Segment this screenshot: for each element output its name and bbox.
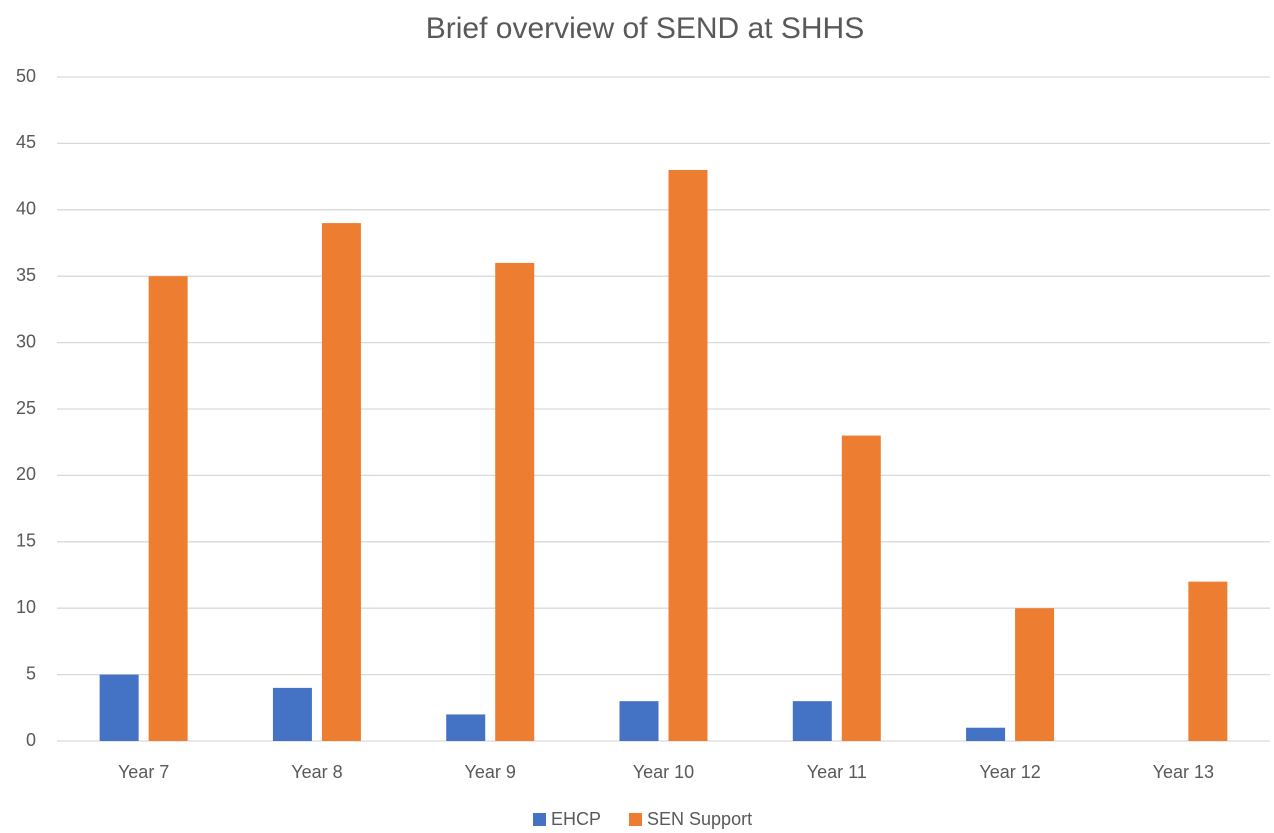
y-tick-label: 10 — [16, 597, 36, 617]
x-tick-label: Year 7 — [118, 762, 169, 782]
bar — [446, 714, 486, 741]
legend-label: SEN Support — [647, 809, 752, 829]
y-tick-label: 5 — [26, 663, 36, 683]
y-tick-label: 15 — [16, 531, 36, 551]
x-tick-label: Year 12 — [979, 762, 1040, 782]
chart-title: Brief overview of SEND at SHHS — [426, 12, 864, 45]
x-tick-label: Year 10 — [633, 762, 694, 782]
bar — [966, 727, 1006, 741]
bar — [272, 687, 312, 741]
bar — [1188, 581, 1228, 741]
y-tick-label: 50 — [16, 66, 36, 86]
x-tick-label: Year 11 — [807, 762, 867, 782]
x-tick-label: Year 8 — [291, 762, 342, 782]
y-tick-label: 25 — [16, 398, 36, 418]
legend-swatch — [629, 813, 643, 826]
bar — [841, 435, 881, 741]
x-tick-label: Year 9 — [465, 762, 516, 782]
bar — [792, 701, 832, 741]
bar — [321, 223, 361, 741]
y-tick-label: 20 — [16, 464, 36, 484]
y-tick-label: 35 — [16, 265, 36, 285]
x-tick-label: Year 13 — [1153, 762, 1214, 782]
bar — [148, 276, 188, 741]
bar — [619, 701, 659, 741]
bar — [1015, 608, 1055, 741]
y-tick-label: 45 — [16, 132, 36, 152]
y-tick-label: 30 — [16, 331, 36, 351]
bar — [495, 262, 535, 741]
y-tick-label: 40 — [16, 199, 36, 219]
legend-swatch — [533, 813, 546, 826]
legend-label: EHCP — [551, 809, 601, 829]
bar — [99, 674, 139, 741]
y-tick-label: 0 — [26, 730, 36, 750]
bar — [668, 169, 708, 741]
